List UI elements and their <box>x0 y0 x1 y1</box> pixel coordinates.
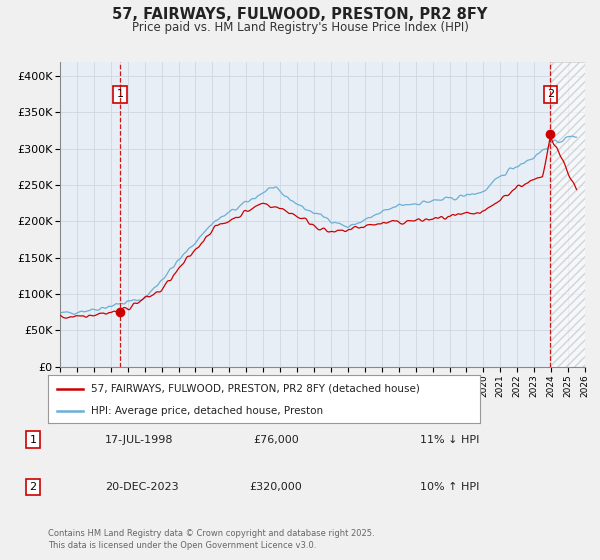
Text: 2: 2 <box>547 89 554 99</box>
Text: 57, FAIRWAYS, FULWOOD, PRESTON, PR2 8FY: 57, FAIRWAYS, FULWOOD, PRESTON, PR2 8FY <box>112 7 488 22</box>
Text: 20-DEC-2023: 20-DEC-2023 <box>105 482 179 492</box>
Text: Price paid vs. HM Land Registry's House Price Index (HPI): Price paid vs. HM Land Registry's House … <box>131 21 469 34</box>
Text: 57, FAIRWAYS, FULWOOD, PRESTON, PR2 8FY (detached house): 57, FAIRWAYS, FULWOOD, PRESTON, PR2 8FY … <box>91 384 420 394</box>
Text: 11% ↓ HPI: 11% ↓ HPI <box>420 435 479 445</box>
Text: 17-JUL-1998: 17-JUL-1998 <box>105 435 173 445</box>
Bar <box>550 62 585 367</box>
Text: £76,000: £76,000 <box>253 435 299 445</box>
Text: £320,000: £320,000 <box>250 482 302 492</box>
Text: 1: 1 <box>116 89 124 99</box>
Text: Contains HM Land Registry data © Crown copyright and database right 2025.
This d: Contains HM Land Registry data © Crown c… <box>48 529 374 550</box>
Text: 2: 2 <box>29 482 37 492</box>
Text: 10% ↑ HPI: 10% ↑ HPI <box>420 482 479 492</box>
Text: 1: 1 <box>29 435 37 445</box>
Text: HPI: Average price, detached house, Preston: HPI: Average price, detached house, Pres… <box>91 406 323 416</box>
